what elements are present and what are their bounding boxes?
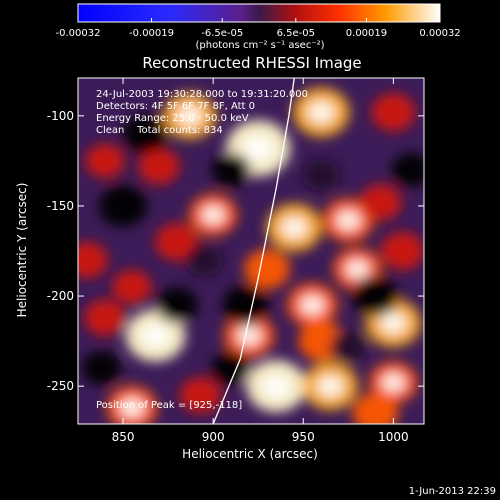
colorbar-unit-label: (photons cm⁻² s⁻¹ asec⁻²) xyxy=(195,40,324,51)
y-tick-label: -100 xyxy=(47,109,74,123)
intensity-source-core xyxy=(177,105,203,127)
intensity-source xyxy=(352,393,399,424)
intensity-source xyxy=(98,184,148,227)
intensity-source xyxy=(156,287,198,324)
solar-limb-curve xyxy=(212,78,295,424)
image-area xyxy=(78,78,424,424)
y-axis-label: Heliocentric Y (arcsec) xyxy=(15,183,29,318)
intensity-source-core xyxy=(345,259,369,279)
intensity-source xyxy=(380,232,424,270)
intensity-source xyxy=(155,222,199,261)
chart-title: Reconstructed RHESSI Image xyxy=(142,54,361,72)
colorbar-tick-label: -0.00032 xyxy=(56,28,101,39)
intensity-source-core xyxy=(237,325,262,346)
y-tick-label: -150 xyxy=(47,199,74,213)
intensity-source xyxy=(371,93,416,132)
intensity-source-core xyxy=(300,295,325,315)
intensity-source-core xyxy=(141,323,170,348)
intensity-source-core xyxy=(317,375,344,397)
intensity-source-core xyxy=(119,397,145,418)
intensity-source-core xyxy=(381,373,405,393)
intensity-source-core xyxy=(307,101,335,124)
intensity-source xyxy=(78,242,108,279)
intensity-source xyxy=(85,143,125,178)
colorbar-tick-label: 6.5e-05 xyxy=(277,28,315,39)
intensity-source-core xyxy=(281,216,308,239)
intensity-source xyxy=(211,351,251,386)
intensity-source-core xyxy=(336,210,361,231)
colorbar-tick-label: -0.00019 xyxy=(129,28,174,39)
colorbar xyxy=(77,3,441,23)
annotation-time-range: 24-Jul-2003 19:30:28.000 to 19:31:20.000 xyxy=(96,89,308,100)
intensity-source xyxy=(391,152,424,187)
intensity-source xyxy=(185,244,223,277)
intensity-source xyxy=(84,299,126,336)
colorbar-tick-label: 0.00019 xyxy=(346,28,387,39)
intensity-source-core xyxy=(380,312,407,334)
x-tick-label: 900 xyxy=(202,430,225,444)
x-tick-label: 950 xyxy=(292,430,315,444)
intensity-source xyxy=(81,351,121,386)
x-tick-label: 1000 xyxy=(378,430,409,444)
x-tick-label: 850 xyxy=(112,430,135,444)
plot-frame xyxy=(77,77,425,425)
annotation-energy-range: Energy Range: 25.0 - 50.0 keV xyxy=(96,113,249,124)
intensity-source xyxy=(179,377,222,414)
intensity-source xyxy=(112,270,152,305)
peak-position-label: Position of Peak = [925,-118] xyxy=(96,400,242,411)
intensity-source xyxy=(138,148,180,185)
y-tick-label: -200 xyxy=(47,289,74,303)
intensity-source xyxy=(222,285,269,326)
intensity-source-core xyxy=(201,205,225,225)
intensity-source-core xyxy=(261,374,291,398)
x-axis-label: Heliocentric X (arcsec) xyxy=(182,447,318,461)
colorbar-tick-label: -6.5e-05 xyxy=(201,28,243,39)
intensity-source xyxy=(302,159,340,192)
annotation-clean-counts: Clean Total counts: 834 xyxy=(96,125,223,136)
annotation-detectors: Detectors: 4F 5F 6F 7F 8F, Att 0 xyxy=(96,101,255,112)
intensity-source xyxy=(329,330,367,363)
intensity-source xyxy=(352,276,399,317)
intensity-source-core xyxy=(242,135,274,161)
timestamp: 1-Jun-2013 22:39 xyxy=(409,486,496,497)
y-tick-label: -250 xyxy=(47,379,74,393)
intensity-source xyxy=(360,184,402,221)
intensity-source xyxy=(211,152,251,187)
intensity-source xyxy=(122,114,167,153)
intensity-source xyxy=(244,249,291,290)
colorbar-tick-label: 0.00032 xyxy=(419,28,460,39)
